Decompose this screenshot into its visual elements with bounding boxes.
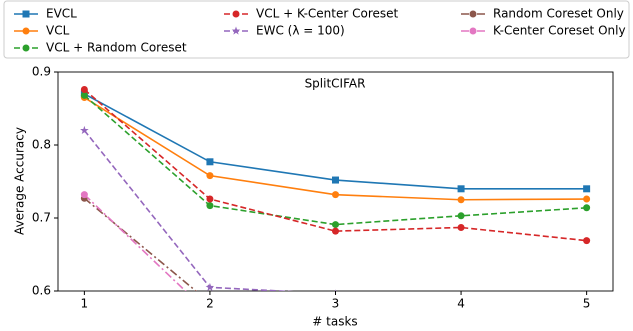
legend-marker <box>469 10 477 18</box>
y-tick-label: 0.9 <box>32 65 51 79</box>
data-point <box>332 176 339 184</box>
series-line <box>83 96 587 201</box>
legend-marker <box>22 27 30 35</box>
x-axis-label: # tasks <box>312 315 357 329</box>
data-point <box>583 204 591 212</box>
series-line <box>83 93 587 190</box>
y-tick-label: 0.7 <box>32 211 51 225</box>
x-tick-label: 3 <box>332 297 340 311</box>
data-point <box>334 289 337 291</box>
plot-area <box>80 86 591 318</box>
legend-label: VCL + K-Center Coreset <box>256 7 399 21</box>
legend-marker <box>231 26 241 35</box>
data-point <box>457 185 465 193</box>
data-point <box>206 202 214 210</box>
legend-marker <box>22 10 30 18</box>
data-point <box>206 311 213 318</box>
x-tick-label: 4 <box>457 297 465 311</box>
data-point <box>206 158 214 166</box>
x-tick-label: 1 <box>81 297 89 311</box>
legend-marker <box>22 44 30 52</box>
data-point <box>206 172 214 180</box>
data-point <box>457 212 465 220</box>
data-point <box>332 191 339 199</box>
series-line <box>83 94 587 226</box>
data-point <box>583 185 591 193</box>
data-point <box>332 227 339 235</box>
legend-label: VCL + Random Coreset <box>46 41 187 55</box>
data-point <box>206 195 214 203</box>
data-point <box>80 91 88 99</box>
y-tick-label: 0.8 <box>32 138 51 152</box>
chart-title: SplitCIFAR <box>305 77 366 91</box>
series-line <box>83 197 198 291</box>
legend-marker <box>469 27 477 35</box>
data-point <box>205 282 215 291</box>
data-point <box>80 86 88 94</box>
legend-label: EVCL <box>46 7 77 21</box>
y-axis-label: Average Accuracy <box>13 127 27 235</box>
legend-label: K-Center Coreset Only <box>493 24 626 38</box>
data-point <box>457 196 465 204</box>
x-tick-label: 5 <box>583 297 591 311</box>
x-tick-label: 2 <box>206 297 214 311</box>
y-tick-label: 0.6 <box>32 284 51 298</box>
legend-marker <box>232 10 240 18</box>
series-line <box>83 194 187 291</box>
legend-label: Random Coreset Only <box>493 7 624 21</box>
data-point <box>332 221 339 229</box>
series-line <box>83 129 296 291</box>
data-point <box>457 223 465 231</box>
legend-label: EWC (λ = 100) <box>256 24 345 38</box>
legend-label: VCL <box>46 24 70 38</box>
data-point <box>80 125 89 135</box>
data-point <box>80 191 88 199</box>
data-point <box>583 237 591 245</box>
data-point <box>583 195 591 203</box>
series-line <box>83 88 587 242</box>
